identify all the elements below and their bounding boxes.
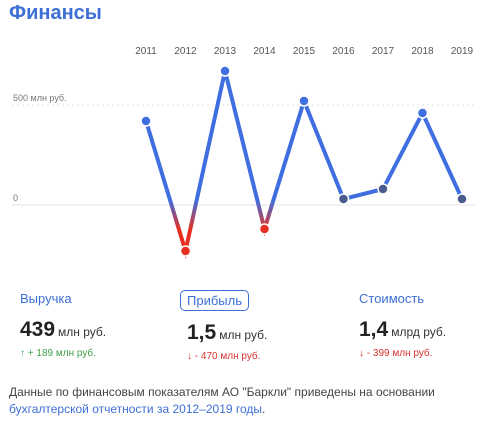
metric-revenue-value: 439 [20,318,56,341]
metric-revenue-tab[interactable]: Выручка [20,291,72,306]
metric-profit-value: 1,5 [187,321,217,344]
data-point[interactable] [140,115,152,127]
data-point[interactable] [179,245,192,257]
x-tick-label: 2014 [253,46,276,57]
x-tick-label: 2011 [135,46,157,57]
profit-line-chart: 500 млн руб. 0 2011 2012 2013 2014 2015 2016 201… [12,46,475,259]
metric-profit-delta-text: - 470 млн руб. [194,351,261,362]
data-point[interactable] [219,65,231,77]
metric-profit-delta: ↓ - 470 млн руб. [187,351,267,362]
y-tick-label: 500 млн руб. [13,93,67,103]
metric-value-value: 1,4 [359,318,389,341]
note-end: . [262,402,266,416]
note-text: Данные по финансовым показателям АО "Бар… [9,385,435,399]
data-point[interactable] [377,183,389,195]
arrow-up-icon: ↑ [20,348,25,359]
metric-value-delta-text: - 399 млн руб. [366,348,433,359]
x-tick-label: 2017 [372,46,395,57]
data-point[interactable] [456,193,468,205]
metric-revenue-unit: млн руб. [58,325,107,339]
data-point[interactable] [337,193,350,205]
x-tick-label: 2012 [174,46,197,57]
x-tick-label: 2015 [293,46,316,57]
x-tick-label: 2019 [451,46,474,57]
metric-value-delta: ↓ - 399 млн руб. [359,348,446,359]
note-highlight: бухгалтерской отчетности за 2012–2019 го… [9,402,263,416]
x-tick-label: 2018 [411,46,434,57]
arrow-down-icon: ↓ [359,348,364,359]
metric-profit-tab[interactable]: Прибыль [180,290,249,311]
metric-revenue[interactable]: Выручка 439 млн руб. ↑ + 189 млн руб. [20,290,106,359]
arrow-down-icon: ↓ [187,351,192,362]
y-tick-label: 0 [13,193,18,203]
data-source-note: Данные по финансовым показателям АО "Бар… [9,384,489,418]
metric-revenue-delta: ↑ + 189 млн руб. [20,348,106,359]
x-tick-label: 2013 [214,46,237,57]
x-tick-label: 2016 [332,46,355,57]
metric-value-unit: млрд руб. [391,325,447,339]
metric-value-tab[interactable]: Стоимость [359,291,425,306]
metric-profit-unit: млн руб. [219,328,268,342]
data-point[interactable] [258,223,271,235]
metric-profit[interactable]: Прибыль 1,5 млн руб. ↓ - 470 млн руб. [180,290,268,362]
metric-revenue-delta-text: + 189 млн руб. [27,348,96,359]
data-point[interactable] [416,107,429,119]
metric-value[interactable]: Стоимость 1,4 млрд руб. ↓ - 399 млн руб. [359,290,446,359]
section-title: Финансы [9,2,102,24]
data-point[interactable] [298,95,310,107]
